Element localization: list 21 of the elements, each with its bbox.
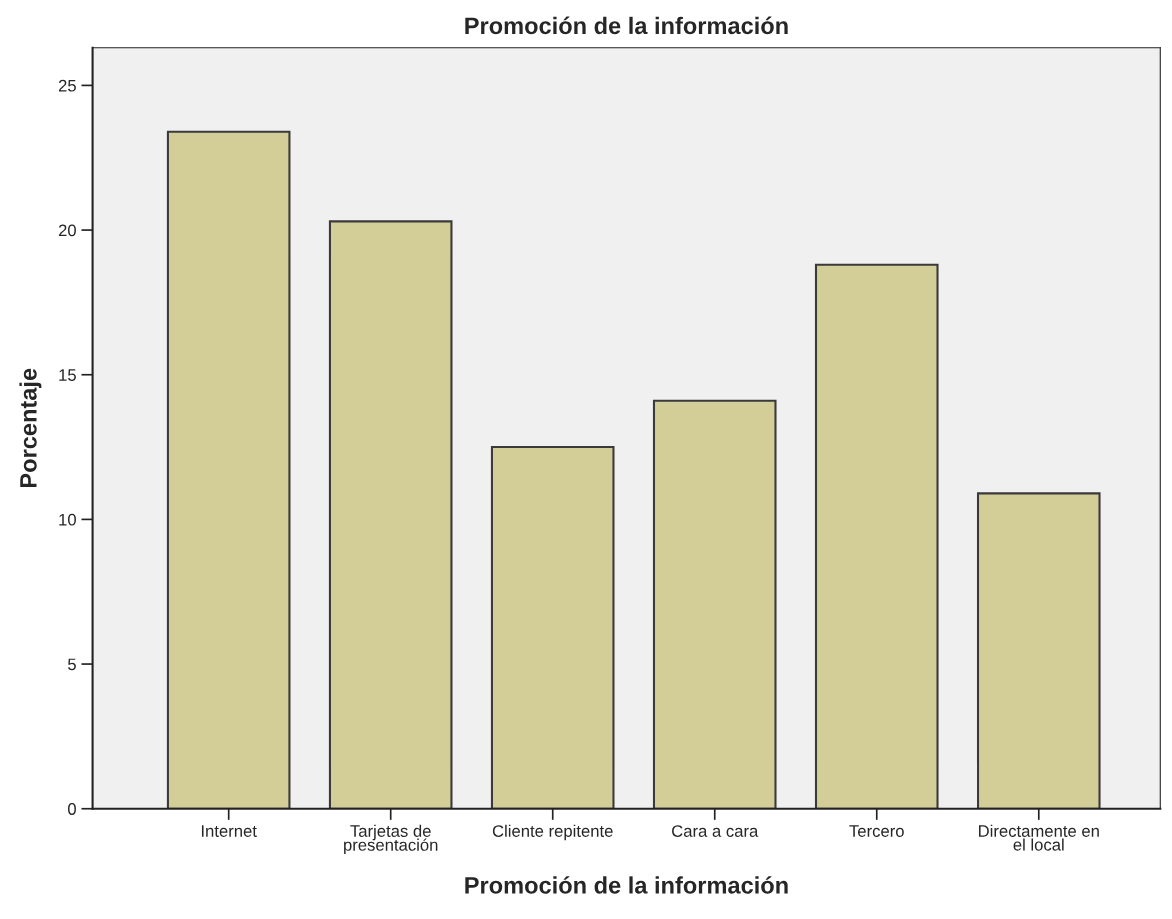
bar — [976, 492, 1101, 809]
x-tick-label: Cliente repitente — [492, 824, 613, 841]
y-tick-label: 15 — [59, 369, 76, 381]
bar — [490, 446, 615, 809]
x-tick-label: Tarjetas de presentación — [344, 824, 438, 855]
x-tick-label: Cara a cara — [672, 825, 759, 837]
y-axis-title: Porcentaje — [19, 368, 42, 488]
y-tick-label: 5 — [68, 658, 76, 671]
y-tick-label: 0 — [68, 803, 76, 815]
bar — [328, 220, 453, 809]
chart-title: Promoción de la información — [465, 16, 788, 35]
x-axis-title: Promoción de la información — [465, 876, 788, 894]
y-tick-label: 20 — [58, 224, 76, 237]
bar — [814, 263, 939, 809]
y-tick-label: 25 — [58, 79, 76, 92]
x-tick-label: Tercero — [849, 825, 904, 837]
x-tick-label: Internet — [201, 825, 257, 837]
bar — [166, 130, 291, 809]
bar — [652, 399, 777, 809]
x-tick-label: Directamente en el local — [979, 824, 1099, 851]
y-tick-label: 10 — [59, 513, 76, 526]
